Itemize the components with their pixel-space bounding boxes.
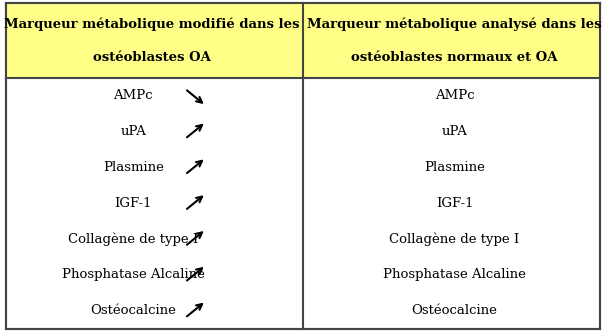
Bar bbox=[303, 3, 600, 78]
Text: uPA: uPA bbox=[121, 125, 146, 138]
Text: uPA: uPA bbox=[442, 125, 467, 138]
Text: IGF-1: IGF-1 bbox=[436, 197, 473, 210]
Text: AMPc: AMPc bbox=[113, 89, 153, 103]
Text: AMPc: AMPc bbox=[435, 89, 474, 103]
Text: Plasmine: Plasmine bbox=[424, 161, 485, 174]
Text: Phosphatase Alcaline: Phosphatase Alcaline bbox=[383, 269, 526, 282]
Text: ostéoblastes normaux et OA: ostéoblastes normaux et OA bbox=[351, 51, 558, 64]
Bar bbox=[6, 3, 303, 78]
Text: Marqueur métabolique modifié dans les: Marqueur métabolique modifié dans les bbox=[4, 17, 299, 31]
Text: Collagène de type I: Collagène de type I bbox=[390, 232, 519, 246]
Text: Ostéocalcine: Ostéocalcine bbox=[411, 304, 498, 317]
Text: ostéoblastes OA: ostéoblastes OA bbox=[93, 51, 210, 64]
Text: Plasmine: Plasmine bbox=[103, 161, 164, 174]
Text: Collagène de type I: Collagène de type I bbox=[68, 232, 198, 246]
Text: IGF-1: IGF-1 bbox=[115, 197, 152, 210]
Text: Phosphatase Alcaline: Phosphatase Alcaline bbox=[62, 269, 205, 282]
Text: Ostéocalcine: Ostéocalcine bbox=[90, 304, 176, 317]
Text: Marqueur métabolique analysé dans les: Marqueur métabolique analysé dans les bbox=[307, 17, 602, 31]
